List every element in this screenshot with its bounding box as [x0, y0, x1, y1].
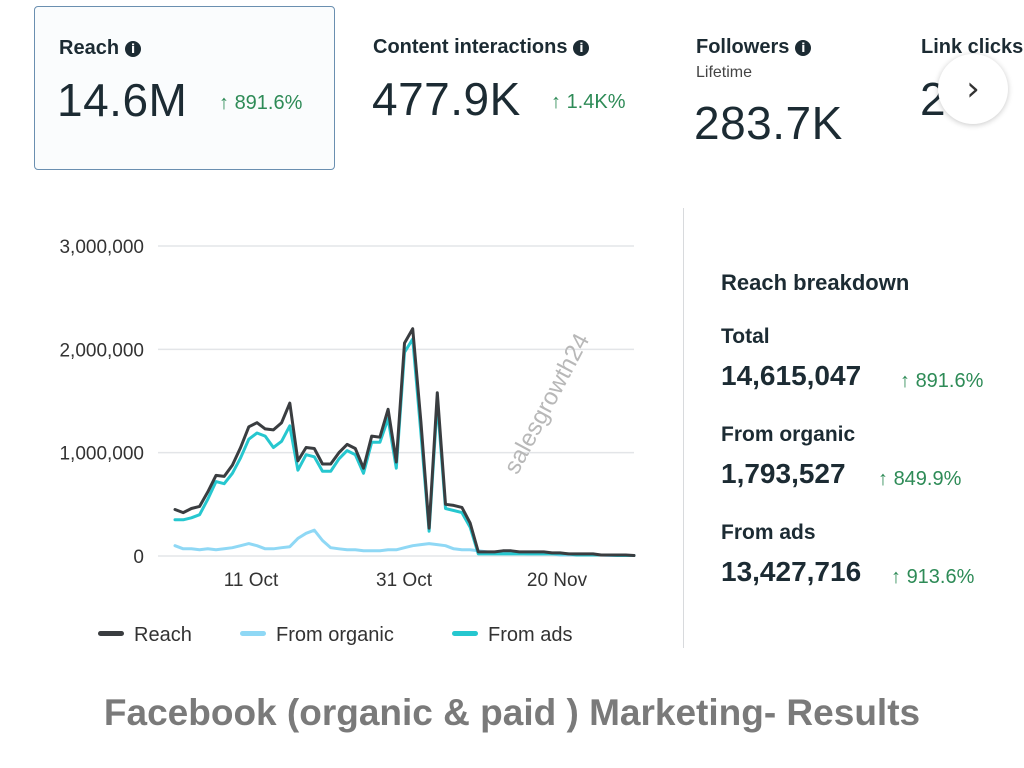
- legend-item-reach[interactable]: Reach: [98, 624, 192, 647]
- metric-value-content-interactions: 477.9K: [372, 73, 521, 125]
- page-caption: Facebook (organic & paid ) Marketing- Re…: [103, 692, 921, 733]
- y-tick-label: 0: [133, 547, 144, 568]
- metric-card-content-interactions[interactable]: Content interactions i 477.9K ↑ 1.4K%: [345, 6, 665, 170]
- series-line-from-organic: [173, 528, 636, 557]
- x-tick-label: 31 Oct: [376, 570, 433, 591]
- breakdown-label-organic: From organic: [721, 423, 856, 446]
- breakdown-delta-total: ↑ 891.6%: [900, 370, 984, 392]
- breakdown-title: Reach breakdown: [721, 270, 910, 295]
- metric-card-reach[interactable]: Reach i 14.6M ↑ 891.6%: [34, 6, 335, 170]
- breakdown-value-organic: 1,793,527: [721, 458, 846, 489]
- info-icon[interactable]: i: [573, 40, 590, 56]
- metric-title-reach: Reach i: [59, 37, 142, 60]
- metric-title-content-interactions: Content interactions i: [373, 36, 590, 59]
- legend-swatch-ads: [452, 631, 478, 636]
- insights-panel: Reach i 14.6M ↑ 891.6% Content interactio…: [34, 6, 1024, 648]
- arrow-up-icon: ↑: [878, 468, 888, 490]
- breakdown-label-ads: From ads: [721, 521, 816, 544]
- metric-delta-reach: ↑ 891.6%: [219, 92, 303, 114]
- legend-swatch-reach: [98, 631, 124, 636]
- x-tick-label: 20 Nov: [527, 570, 588, 591]
- metric-subtitle-followers: Lifetime: [696, 64, 753, 81]
- breakdown-value-ads: 13,427,716: [721, 556, 862, 587]
- metric-title-link-clicks: Link clicks: [921, 36, 1024, 58]
- legend-item-from-organic[interactable]: From organic: [240, 624, 394, 647]
- y-tick-label: 1,000,000: [59, 444, 144, 465]
- chevron-right-icon: ›: [966, 69, 980, 109]
- series-line-reach: [173, 327, 636, 557]
- breakdown-label-total: Total: [721, 325, 770, 348]
- breakdown-value-total: 14,615,047: [721, 360, 862, 391]
- legend-swatch-organic: [240, 631, 266, 636]
- metric-delta-content-interactions: ↑ 1.4K%: [551, 91, 626, 113]
- info-icon[interactable]: i: [795, 40, 812, 56]
- y-tick-label: 2,000,000: [59, 340, 144, 361]
- next-metrics-button[interactable]: ›: [938, 54, 1008, 124]
- arrow-up-icon: ↑: [551, 91, 561, 113]
- y-tick-label: 3,000,000: [59, 237, 144, 258]
- arrow-up-icon: ↑: [219, 92, 229, 114]
- breakdown-delta-ads: ↑ 913.6%: [891, 566, 975, 588]
- arrow-up-icon: ↑: [900, 370, 910, 392]
- arrow-up-icon: ↑: [891, 566, 901, 588]
- metric-value-followers: 283.7K: [694, 97, 843, 149]
- info-icon[interactable]: i: [125, 41, 142, 57]
- legend-item-from-ads[interactable]: From ads: [452, 624, 572, 647]
- metric-card-followers[interactable]: Followers i Lifetime 283.7K: [672, 6, 912, 170]
- reach-line-chart: 3,000,000 2,000,000 1,000,000 0 11 Oct 31 Oct…: [59, 237, 636, 591]
- breakdown-delta-organic: ↑ 849.9%: [878, 468, 962, 490]
- metric-value-reach: 14.6M: [57, 74, 188, 126]
- x-tick-label: 11 Oct: [224, 570, 279, 591]
- section-divider: [683, 208, 684, 648]
- metric-title-followers: Followers i: [696, 36, 812, 59]
